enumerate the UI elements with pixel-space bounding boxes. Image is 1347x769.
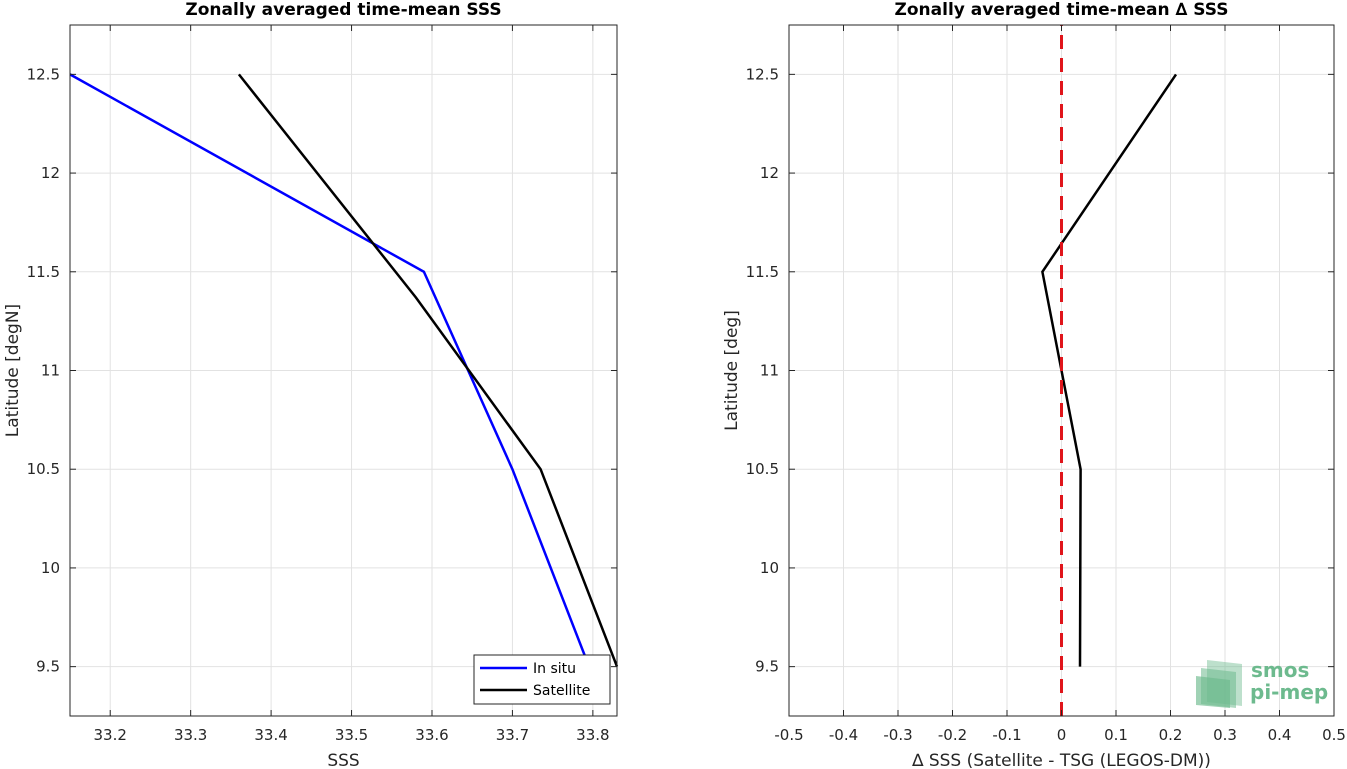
x-tick-label: 0.4 (1268, 726, 1292, 744)
series-line-0 (69, 73, 595, 677)
x-tick-label: 33.7 (496, 726, 529, 744)
y-axis-label: Latitude [deg] (722, 310, 742, 431)
x-tick-label: -0.2 (938, 726, 967, 744)
delta-sss-panel: -0.5 -0.4 -0.3 -0.2 -0.1 0 0.1 0.2 0.3 0.4 0.5 9.5 1… (722, 0, 1346, 769)
y-tick-label: 12.5 (746, 65, 779, 83)
series-lines (1041, 25, 1178, 716)
series-line-1 (237, 73, 619, 668)
y-tick-label: 11 (41, 362, 60, 380)
chart-title: Zonally averaged time-mean ∆ SSS (895, 0, 1229, 20)
y-tick-label: 9.5 (755, 658, 779, 676)
y-tick-label: 9.5 (36, 658, 60, 676)
smos-pi-mep-logo: smos pi-mep (1196, 658, 1328, 708)
y-tick-label: 10 (41, 559, 60, 577)
y-tick-label: 10 (760, 559, 779, 577)
x-tick-label: 33.4 (254, 726, 287, 744)
y-tick-label: 12 (41, 164, 60, 182)
x-tick-label: 33.2 (94, 726, 127, 744)
x-tick-label: 33.6 (415, 726, 448, 744)
chart-title: Zonally averaged time-mean SSS (185, 0, 501, 20)
x-tick-label: 0.1 (1104, 726, 1128, 744)
legend-label-satellite: Satellite (533, 683, 590, 699)
x-tick-label: -0.5 (774, 726, 803, 744)
y-tick-label: 12.5 (27, 65, 60, 83)
logo-text-pi-mep: pi-mep (1250, 680, 1328, 704)
x-tick-label: -0.1 (992, 726, 1021, 744)
legend-box (473, 654, 611, 705)
x-axis-label: ∆ SSS (Satellite - TSG (LEGOS-DM)) (911, 751, 1211, 769)
x-tick-label: 33.3 (174, 726, 207, 744)
x-tick-label: 0.2 (1159, 726, 1183, 744)
x-tick-label: -0.4 (829, 726, 858, 744)
series-lines (69, 73, 619, 677)
y-tick-label: 11 (760, 362, 779, 380)
y-tick-label: 10.5 (746, 460, 779, 478)
x-tick-label: 0.3 (1213, 726, 1237, 744)
sss-panel: 33.2 33.3 33.4 33.5 33.6 33.7 33.8 9.5 10 10.5 11 1… (3, 0, 619, 769)
legend-label-in-situ: In situ (533, 661, 576, 677)
legend: In situ Satellite (473, 654, 611, 705)
y-tick-label: 10.5 (27, 460, 60, 478)
x-axis-label: SSS (327, 751, 359, 769)
x-tick-label: 0 (1057, 726, 1067, 744)
tick-labels: -0.5 -0.4 -0.3 -0.2 -0.1 0 0.1 0.2 0.3 0.4 0.5 9.5 1… (746, 25, 1346, 744)
x-tick-label: -0.3 (883, 726, 912, 744)
grid (70, 25, 617, 716)
x-tick-label: 0.5 (1322, 726, 1346, 744)
y-tick-label: 12 (760, 164, 779, 182)
y-tick-label: 11.5 (27, 263, 60, 281)
y-axis-label: Latitude [degN] (3, 304, 23, 437)
logo-text-smos: smos (1251, 658, 1309, 682)
tick-labels: 33.2 33.3 33.4 33.5 33.6 33.7 33.8 9.5 10 10.5 11 1… (27, 25, 617, 744)
y-tick-label: 11.5 (746, 263, 779, 281)
x-tick-label: 33.8 (576, 726, 609, 744)
logo-mark-icon (1196, 660, 1242, 708)
x-tick-label: 33.5 (335, 726, 368, 744)
